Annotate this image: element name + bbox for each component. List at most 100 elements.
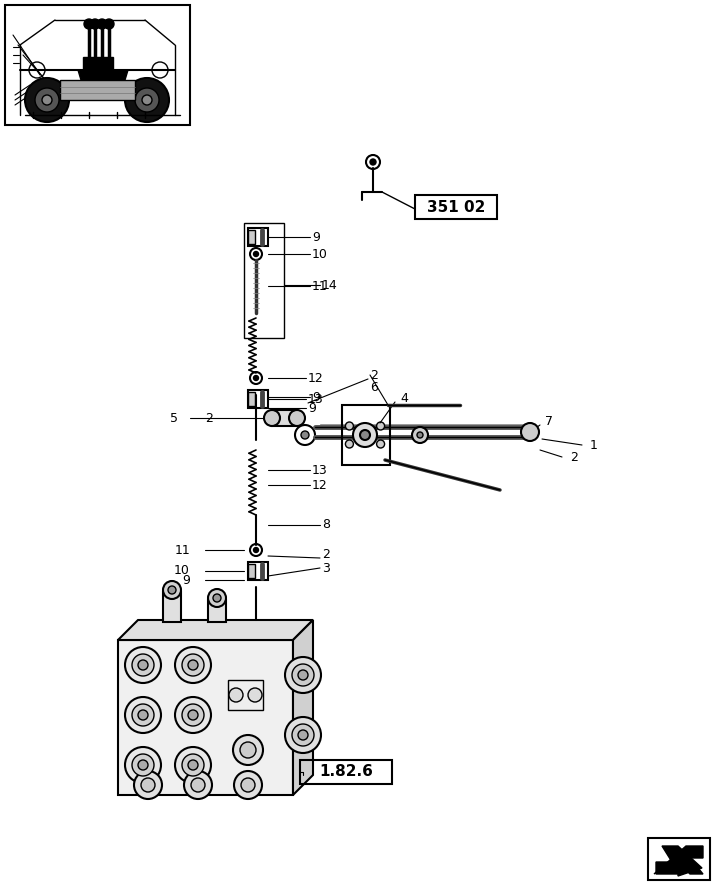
Circle shape — [253, 548, 258, 552]
Bar — [648, 838, 710, 880]
Circle shape — [229, 688, 243, 702]
Circle shape — [138, 710, 148, 720]
Circle shape — [292, 724, 314, 746]
Circle shape — [353, 423, 377, 447]
Polygon shape — [248, 564, 255, 578]
Text: 13: 13 — [308, 392, 324, 406]
Bar — [272, 410, 297, 426]
Circle shape — [241, 778, 255, 792]
Polygon shape — [248, 392, 255, 406]
Bar — [118, 640, 293, 795]
Circle shape — [191, 778, 205, 792]
Text: 9: 9 — [308, 401, 316, 415]
Circle shape — [35, 88, 59, 112]
Bar — [244, 223, 284, 338]
Circle shape — [345, 422, 353, 430]
Polygon shape — [118, 620, 313, 640]
Text: 2: 2 — [322, 549, 330, 561]
Circle shape — [84, 19, 94, 29]
Bar — [228, 680, 263, 710]
Circle shape — [90, 19, 100, 29]
Circle shape — [125, 647, 161, 683]
Circle shape — [134, 771, 162, 799]
Circle shape — [376, 422, 385, 430]
Circle shape — [188, 710, 198, 720]
Polygon shape — [248, 230, 255, 244]
Circle shape — [240, 742, 256, 758]
Circle shape — [188, 660, 198, 670]
Circle shape — [412, 427, 428, 443]
Circle shape — [253, 251, 258, 257]
Circle shape — [248, 688, 262, 702]
Text: 7: 7 — [545, 415, 553, 427]
Text: 2: 2 — [570, 450, 578, 464]
Circle shape — [285, 717, 321, 753]
Bar — [83, 57, 113, 71]
Circle shape — [138, 660, 148, 670]
Circle shape — [417, 432, 423, 438]
Circle shape — [360, 430, 370, 440]
Text: 351 02: 351 02 — [426, 200, 485, 215]
Text: 1: 1 — [590, 439, 598, 451]
Circle shape — [138, 760, 148, 770]
Text: 11: 11 — [312, 280, 327, 292]
Text: 12: 12 — [312, 479, 327, 491]
Circle shape — [521, 423, 539, 441]
Text: 10: 10 — [312, 248, 328, 260]
Text: 1.82.6: 1.82.6 — [319, 765, 373, 780]
Text: 9: 9 — [312, 231, 320, 243]
Bar — [300, 760, 392, 784]
Circle shape — [104, 19, 114, 29]
Circle shape — [234, 771, 262, 799]
Text: 13: 13 — [312, 464, 327, 477]
Bar — [60, 80, 135, 100]
Circle shape — [125, 78, 169, 122]
Circle shape — [132, 654, 154, 676]
Bar — [415, 195, 497, 219]
Text: 4: 4 — [400, 392, 408, 405]
Circle shape — [233, 735, 263, 765]
Circle shape — [125, 747, 161, 783]
Bar — [208, 600, 226, 622]
Circle shape — [182, 704, 204, 726]
Circle shape — [142, 95, 152, 105]
Circle shape — [292, 664, 314, 686]
Circle shape — [175, 747, 211, 783]
Text: 10: 10 — [174, 565, 190, 577]
Text: 8: 8 — [322, 519, 330, 532]
Text: 11: 11 — [174, 543, 190, 557]
Text: 3: 3 — [322, 561, 330, 575]
Circle shape — [298, 670, 308, 680]
Circle shape — [345, 440, 353, 448]
Bar — [5, 5, 190, 125]
Circle shape — [253, 376, 258, 380]
Circle shape — [298, 730, 308, 740]
Bar — [163, 592, 181, 622]
Circle shape — [42, 95, 52, 105]
Text: 2: 2 — [205, 411, 213, 424]
Circle shape — [25, 78, 69, 122]
Circle shape — [125, 697, 161, 733]
Circle shape — [132, 754, 154, 776]
Circle shape — [289, 410, 305, 426]
Circle shape — [168, 586, 176, 594]
Circle shape — [188, 760, 198, 770]
Circle shape — [285, 657, 321, 693]
Text: 12: 12 — [308, 371, 324, 385]
Circle shape — [97, 19, 107, 29]
Circle shape — [182, 654, 204, 676]
Circle shape — [175, 647, 211, 683]
Text: 14: 14 — [322, 279, 337, 291]
Polygon shape — [293, 620, 313, 795]
Circle shape — [301, 431, 309, 439]
Text: 5: 5 — [170, 411, 178, 424]
Circle shape — [370, 159, 376, 165]
Circle shape — [132, 704, 154, 726]
Circle shape — [208, 589, 226, 607]
Circle shape — [163, 581, 181, 599]
Circle shape — [141, 778, 155, 792]
Circle shape — [264, 410, 280, 426]
Circle shape — [135, 88, 159, 112]
Text: 9: 9 — [312, 391, 320, 403]
Circle shape — [184, 771, 212, 799]
